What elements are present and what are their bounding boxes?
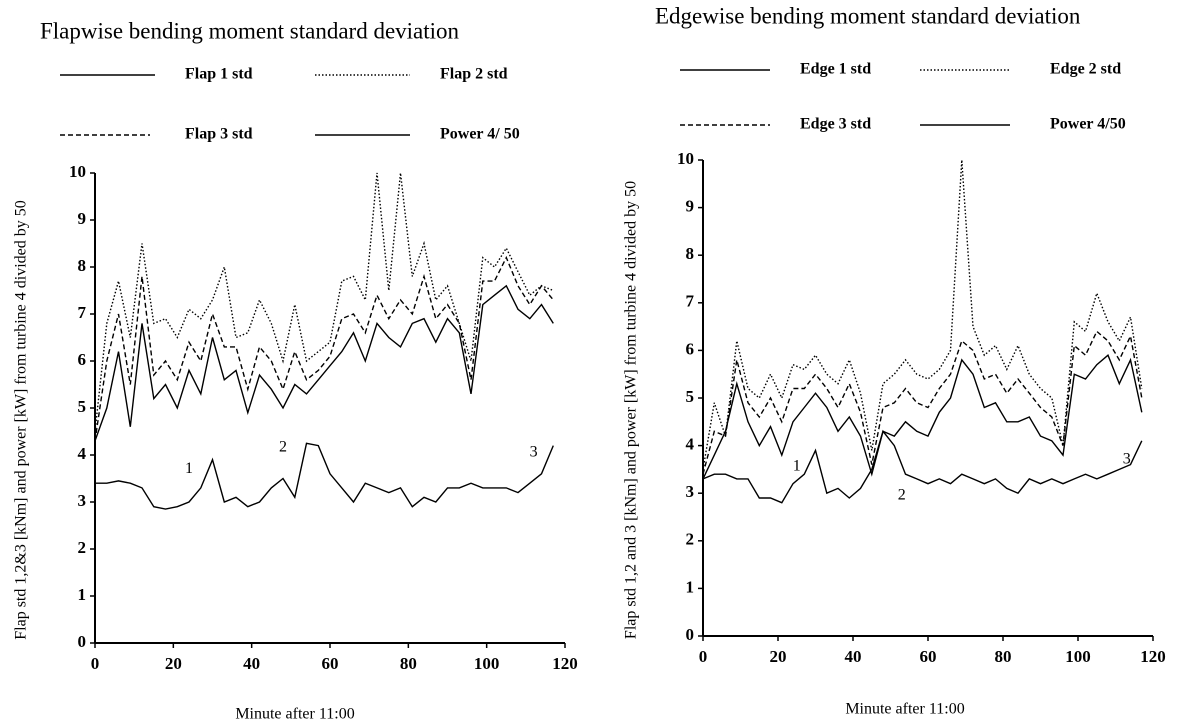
y-tick-label: 7 [78, 303, 87, 322]
x-tick-label: 0 [699, 647, 708, 666]
y-tick-label: 2 [686, 530, 695, 549]
series-line [702, 159, 1143, 470]
series-line [702, 354, 1143, 480]
y-tick-label: 1 [686, 577, 695, 596]
x-tick-label: 20 [165, 654, 182, 673]
legend-label: Flap 2 std [440, 66, 508, 83]
x-tick-label: 80 [995, 647, 1012, 666]
legend-label: Edge 1 std [800, 61, 871, 78]
x-tick-label: 20 [770, 647, 787, 666]
series-line [95, 442, 554, 510]
y-tick-label: 10 [677, 149, 694, 168]
y-tick-label: 8 [686, 244, 695, 263]
legend-label: Power 4/50 [1050, 116, 1126, 133]
x-tick-label: 120 [1140, 647, 1166, 666]
x-tick-label: 60 [322, 654, 339, 673]
legend-label: Edge 2 std [1050, 61, 1121, 78]
y-axis-label: Flap std 1,2 and 3 [kNm] and power [kW] … [623, 181, 640, 639]
legend-label: Flap 1 std [185, 66, 253, 83]
y-tick-label: 0 [78, 632, 87, 651]
annotation: 2 [898, 486, 906, 503]
x-tick-label: 100 [1065, 647, 1091, 666]
annotation: 1 [793, 458, 801, 475]
legend-label: Power 4/ 50 [440, 126, 520, 143]
y-tick-label: 7 [686, 292, 695, 311]
x-tick-label: 40 [243, 654, 260, 673]
series-line [702, 330, 1143, 475]
y-tick-label: 3 [686, 482, 695, 501]
series-line [94, 172, 554, 432]
y-tick-label: 3 [78, 491, 87, 510]
x-tick-label: 60 [920, 647, 937, 666]
y-tick-label: 5 [686, 387, 695, 406]
y-tick-label: 6 [686, 339, 695, 358]
annotation: 1 [185, 460, 193, 477]
y-axis-label: Flap std 1,2&3 [kNm] and power [kW] from… [13, 200, 30, 639]
y-tick-label: 9 [686, 197, 695, 216]
y-tick-label: 4 [686, 435, 695, 454]
y-tick-label: 4 [78, 444, 87, 463]
y-tick-label: 2 [78, 538, 87, 557]
x-axis-label: Minute after 11:00 [235, 706, 354, 723]
chart-title: Flapwise bending moment standard deviati… [40, 18, 460, 43]
annotation: 2 [279, 439, 287, 456]
y-tick-label: 6 [78, 350, 87, 369]
x-tick-label: 0 [91, 654, 100, 673]
y-tick-label: 8 [78, 256, 87, 275]
y-tick-label: 10 [69, 162, 86, 181]
y-tick-label: 1 [78, 585, 87, 604]
annotation: 3 [1123, 451, 1131, 468]
x-tick-label: 80 [400, 654, 417, 673]
series-line [702, 429, 1143, 504]
series-line [94, 255, 554, 442]
x-tick-label: 100 [474, 654, 500, 673]
y-tick-label: 9 [78, 209, 87, 228]
x-tick-label: 120 [552, 654, 578, 673]
legend-label: Flap 3 std [185, 126, 253, 143]
chart-title: Edgewise bending moment standard deviati… [655, 3, 1081, 28]
x-axis-label: Minute after 11:00 [845, 701, 964, 718]
series-line [94, 284, 554, 442]
x-tick-label: 40 [845, 647, 862, 666]
legend-label: Edge 3 std [800, 116, 871, 133]
annotation: 3 [530, 443, 538, 460]
y-tick-label: 0 [686, 625, 695, 644]
y-tick-label: 5 [78, 397, 87, 416]
